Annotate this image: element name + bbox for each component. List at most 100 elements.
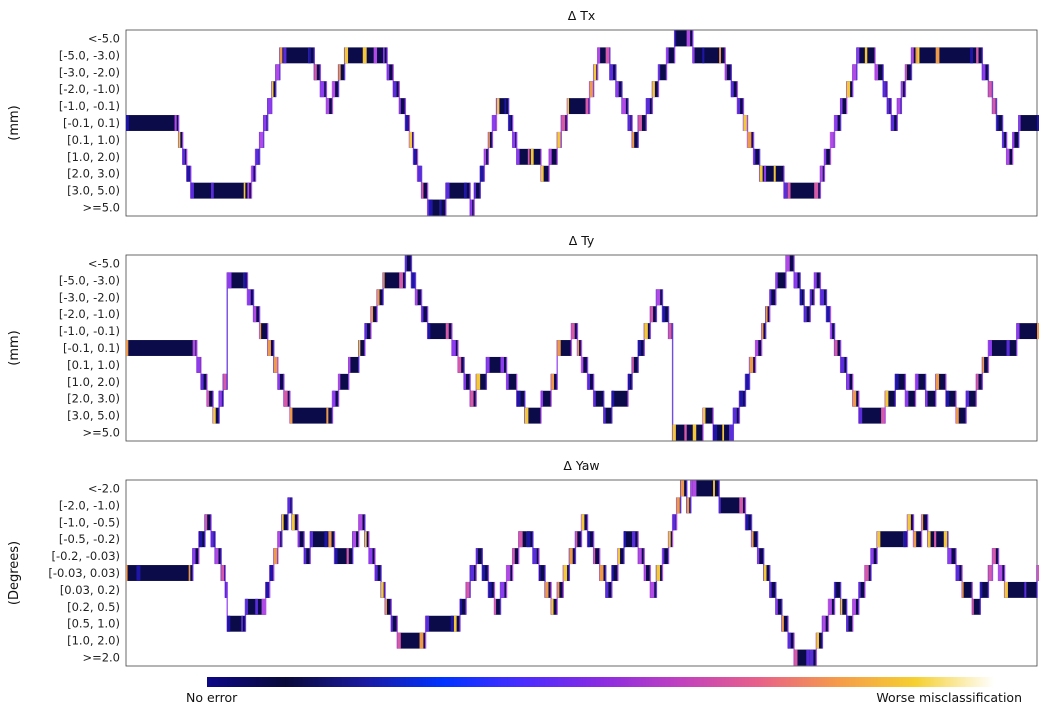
heatmap-cell bbox=[816, 632, 823, 649]
heatmap-cell bbox=[846, 615, 853, 632]
heatmap-cell-accent bbox=[211, 531, 214, 548]
heatmap-cell-accent bbox=[621, 98, 626, 115]
heatmap-cell bbox=[504, 98, 509, 115]
y-tick-label: [-0.2, -0.03) bbox=[52, 549, 120, 563]
heatmap-cell-accent bbox=[206, 390, 210, 407]
heatmap-cell-accent bbox=[765, 306, 768, 323]
heatmap-transition bbox=[398, 81, 400, 115]
heatmap-cell-accent bbox=[773, 165, 776, 182]
heatmap-transition bbox=[692, 30, 694, 64]
heatmap-cell bbox=[204, 514, 212, 531]
heatmap-cell bbox=[781, 615, 788, 632]
heatmap-cell bbox=[200, 373, 207, 390]
heatmap-cell-accent bbox=[186, 165, 190, 182]
heatmap-cell bbox=[516, 390, 525, 407]
heatmap-cell bbox=[830, 323, 835, 340]
heatmap-cell-accent bbox=[901, 81, 903, 98]
heatmap-cell-accent bbox=[227, 615, 231, 632]
heatmap-transition bbox=[793, 255, 795, 289]
heatmap-cell bbox=[905, 64, 912, 81]
heatmap-cell-accent bbox=[775, 272, 778, 289]
heatmap-transition bbox=[177, 115, 180, 148]
heatmap-cell-accent bbox=[927, 531, 931, 548]
heatmap-transition bbox=[283, 373, 285, 407]
heatmap-transition bbox=[617, 548, 619, 581]
heatmap-cell bbox=[178, 131, 183, 148]
heatmap-cell-accent bbox=[632, 531, 636, 548]
heatmap-cell-accent bbox=[334, 548, 338, 565]
y-tick-label: [-2.0, -1.0) bbox=[59, 498, 120, 512]
heatmap-cell bbox=[877, 531, 904, 548]
heatmap-cell-accent bbox=[387, 64, 390, 81]
heatmap-cell-accent bbox=[1037, 565, 1039, 581]
heatmap-cell bbox=[972, 598, 981, 615]
heatmap-cell-accent bbox=[915, 47, 918, 64]
heatmap-cell-accent bbox=[1012, 131, 1015, 148]
heatmap-cell bbox=[773, 165, 784, 182]
heatmap-cell bbox=[247, 182, 252, 199]
heatmap-cell-accent bbox=[972, 598, 974, 615]
heatmap-cell-accent bbox=[656, 565, 661, 581]
heatmap-cell-accent bbox=[482, 565, 486, 581]
heatmap-transition bbox=[343, 47, 346, 81]
heatmap-cell-accent bbox=[439, 199, 442, 216]
heatmap-transition bbox=[264, 581, 267, 615]
heatmap-transition bbox=[457, 340, 459, 373]
heatmap-cell bbox=[775, 272, 786, 289]
heatmap-cell-accent bbox=[755, 340, 759, 356]
heatmap-cell-accent bbox=[644, 565, 647, 581]
heatmap-cell-accent bbox=[992, 98, 996, 115]
heatmap-transition bbox=[631, 356, 633, 390]
heatmap-cell-accent bbox=[830, 323, 833, 340]
heatmap-cell-accent bbox=[988, 81, 993, 98]
heatmap-transition bbox=[273, 548, 275, 581]
heatmap-cell bbox=[126, 565, 189, 581]
heatmap-transition bbox=[384, 581, 386, 615]
heatmap-transition bbox=[412, 131, 415, 165]
heatmap-cell bbox=[211, 182, 248, 199]
heatmap-cell-accent bbox=[891, 115, 895, 131]
heatmap-cell bbox=[1012, 131, 1019, 148]
heatmap-cell-accent bbox=[692, 47, 695, 64]
heatmap-cell-accent bbox=[725, 64, 727, 81]
heatmap-cell-accent bbox=[870, 548, 874, 565]
heatmap-cell bbox=[425, 615, 454, 632]
heatmap-cell-accent bbox=[190, 182, 194, 199]
heatmap-cell-accent bbox=[1006, 148, 1010, 165]
heatmap-cell-accent bbox=[713, 480, 715, 497]
heatmap-transition bbox=[262, 115, 265, 148]
heatmap-cell-accent bbox=[385, 598, 387, 615]
heatmap-cell-accent bbox=[277, 373, 280, 390]
heatmap-cell bbox=[593, 548, 600, 565]
heatmap-transition bbox=[337, 373, 340, 407]
heatmap-transition bbox=[414, 272, 417, 306]
plot-frame bbox=[125, 29, 1038, 217]
heatmap-cell-accent bbox=[518, 531, 523, 548]
heatmap-cell bbox=[856, 47, 865, 64]
heatmap-cell-accent bbox=[484, 148, 487, 165]
heatmap-cell bbox=[638, 340, 645, 356]
heatmap-cell-accent bbox=[265, 581, 270, 598]
heatmap-cell bbox=[945, 390, 957, 407]
heatmap-cell bbox=[769, 289, 776, 306]
heatmap-transition bbox=[493, 581, 496, 615]
heatmap-transition bbox=[556, 340, 558, 390]
heatmap-cell-accent bbox=[820, 165, 823, 182]
heatmap-cell bbox=[785, 255, 795, 272]
heatmap-cell-accent bbox=[840, 356, 845, 373]
heatmap-cell-accent bbox=[279, 47, 283, 64]
heatmap-cell-accent bbox=[526, 531, 531, 548]
heatmap-cell bbox=[251, 165, 256, 182]
heatmap-transition bbox=[586, 356, 589, 390]
heatmap-cell-accent bbox=[840, 598, 843, 615]
heatmap-transition bbox=[775, 581, 777, 615]
heatmap-cell bbox=[253, 306, 260, 323]
heatmap-transition bbox=[279, 47, 281, 81]
heatmap-transition bbox=[1036, 565, 1038, 598]
heatmap-cell-accent bbox=[476, 373, 481, 390]
heatmap-cell bbox=[516, 148, 531, 165]
heatmap-cell-accent bbox=[702, 47, 705, 64]
heatmap-cell-accent bbox=[988, 565, 993, 581]
heatmap-cell-accent bbox=[632, 356, 634, 373]
heatmap-cell-accent bbox=[852, 64, 857, 81]
